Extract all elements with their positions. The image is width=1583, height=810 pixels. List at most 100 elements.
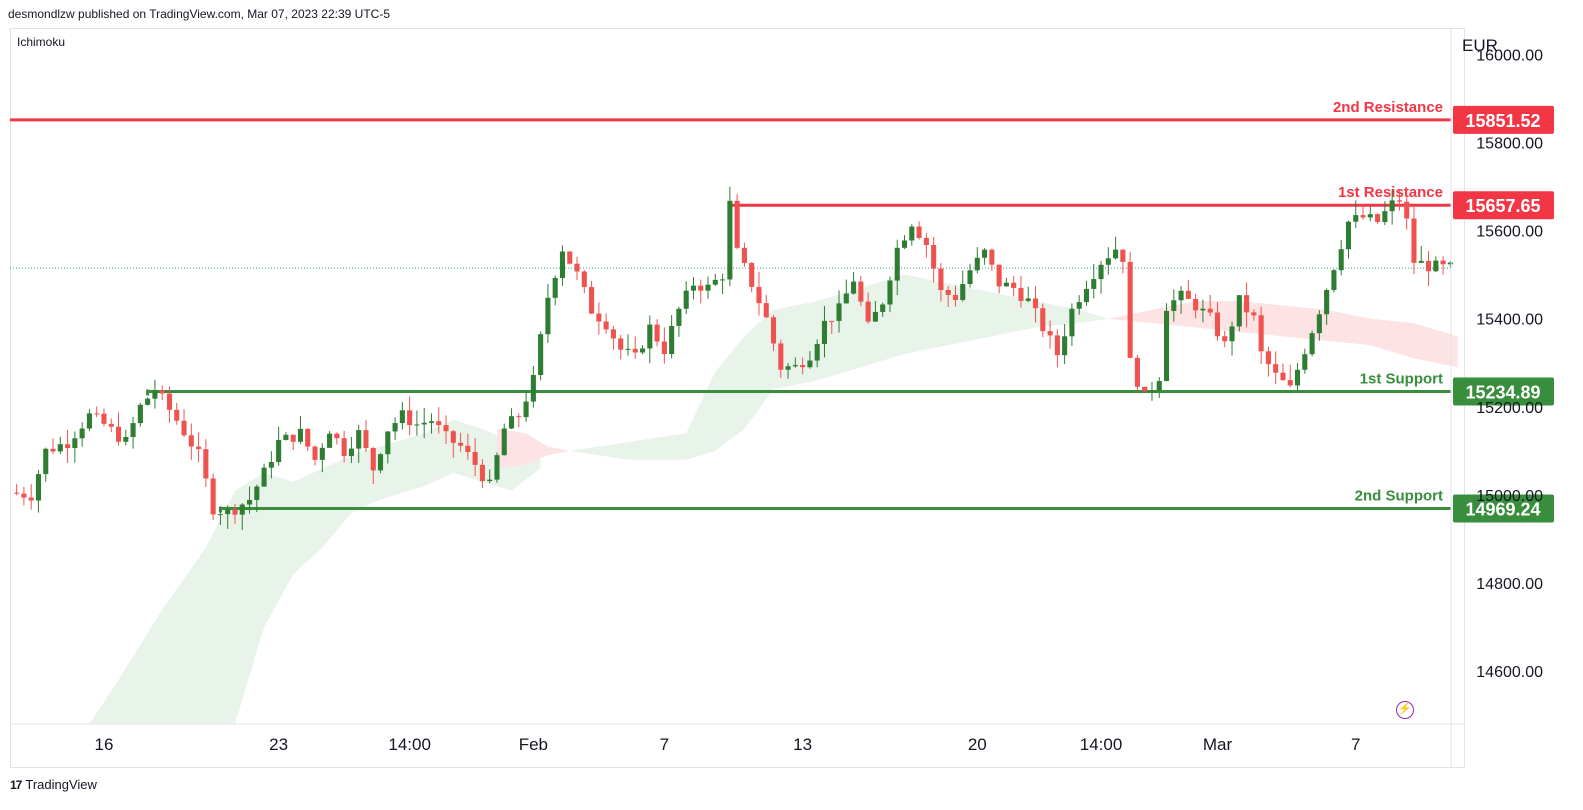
lightning-icon[interactable]: ⚡ [1396,701,1414,719]
candle-body [523,401,529,418]
candle-body [348,448,354,457]
candle-body [1193,298,1199,311]
x-tick-label: 20 [968,735,987,754]
candle-body [174,409,180,421]
candle-body [945,290,951,295]
candle-body [1418,260,1424,263]
candle-body [130,423,136,437]
candle-body [363,430,369,449]
candle-body [778,343,784,370]
candle-body [268,462,274,468]
candle-body [683,290,689,309]
level-value-tag [1453,105,1554,134]
candle-body [327,433,333,448]
candle-body [392,423,398,432]
candle-body [1018,287,1024,301]
candle-body [1069,308,1075,337]
candle-body [960,284,966,300]
level-value: 14969.24 [1465,499,1540,519]
candle-body [712,279,718,285]
x-tick-label: 14:00 [1080,735,1123,754]
candle-body [1120,249,1126,262]
candle-body [1353,215,1359,222]
axes: EUR 14600.00 14800.00 15000.00 15200.00 15400… [10,28,1543,768]
candle-body [661,341,667,355]
x-tick-label: 23 [269,735,288,754]
candle-body [1200,308,1206,311]
candle-body [639,348,646,353]
candle-body [763,303,769,318]
support-resistance-levels: 2nd Resistance 15851.52 1st Resistance 1565… [10,99,1554,523]
candle-body [1331,270,1337,291]
candle-body [1425,260,1432,272]
candle-body [370,448,376,471]
candle-body [479,464,485,482]
candle-body [792,365,798,367]
candle-body [14,492,20,494]
candle-body [625,348,631,350]
candle-body [1360,215,1366,218]
candle-body [974,257,980,271]
indicator-label[interactable]: Ichimoku [17,35,66,49]
candle-body [559,251,566,278]
publisher-line: desmondlzw published on TradingView.com,… [8,7,390,21]
candle-body [436,421,442,426]
candle-body [305,428,311,447]
candle-body [421,422,427,425]
candle-body [814,343,820,361]
candle-body [1404,201,1410,219]
level-name: 1st Support [1360,370,1443,387]
candle-body [1091,279,1097,289]
candle-body [472,451,478,465]
candle-body [829,320,835,322]
candle-body [516,416,522,418]
y-tick-label: 15200.00 [1476,400,1543,417]
candle-body [734,200,740,248]
candle-body [1098,264,1104,280]
candle-body [1251,312,1257,316]
candle-body [952,294,959,300]
x-tick-label: 13 [793,735,812,754]
candle-body [1054,335,1060,356]
candle-body [938,268,944,291]
candle-body [1236,295,1242,327]
candle-body [399,410,405,424]
candle-body [407,410,413,426]
cloud-bull [569,274,1109,460]
candle-body [341,438,347,457]
candle-body [1178,290,1184,301]
candle-body [188,435,194,447]
y-tick-label: 15600.00 [1476,224,1543,241]
candle-body [858,281,864,302]
candle-body [1047,331,1053,336]
candle-body [152,390,158,399]
candle-body [698,285,704,291]
level-name: 2nd Support [1355,487,1443,504]
candle-body [465,445,471,452]
y-tick-label: 14600.00 [1476,664,1543,681]
candle-body [1003,282,1009,287]
candle-body [785,366,791,370]
candle-body [865,301,871,322]
cloud-bear [496,428,570,469]
candle-body [276,439,282,463]
candle-body [94,413,100,415]
currency-label: EUR [1462,36,1498,55]
candle-body [741,247,747,263]
candle-body [1244,295,1250,313]
candle-body [1447,262,1453,265]
candle-body [589,287,595,314]
candle-body [1040,308,1046,332]
candle-body [334,433,340,439]
x-tick-label: 7 [660,735,669,754]
brand-name: TradingView [25,777,97,792]
tradingview-logo-icon: 17 [10,777,22,792]
level-value-tag [1453,494,1554,523]
candle-body [996,264,1002,287]
x-tick-label: 14:00 [388,735,431,754]
tradingview-logo[interactable]: 17 TradingView [10,777,97,792]
candle-body [1273,364,1279,373]
candle-body [982,249,988,258]
candle-body [35,474,42,501]
